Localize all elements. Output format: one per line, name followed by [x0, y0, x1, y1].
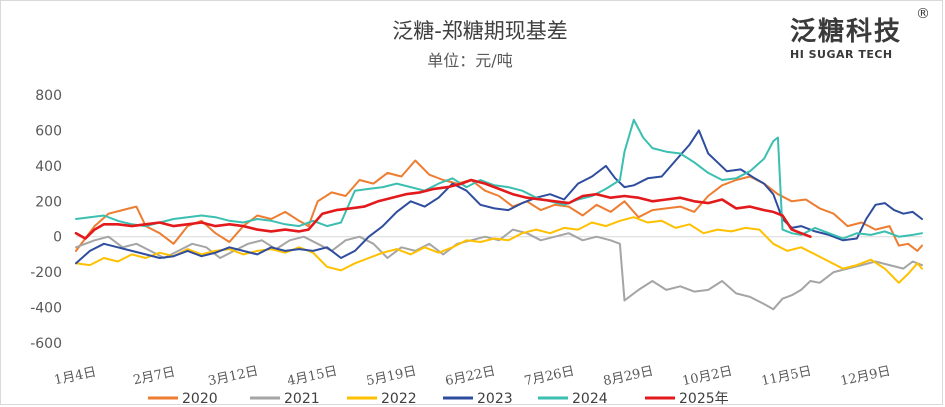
- y-tick-label: -200: [30, 265, 62, 281]
- chart-subtitle: 单位：元/吨: [427, 51, 512, 70]
- x-tick-label: 4月15日: [286, 364, 339, 389]
- legend-label: 2020: [182, 391, 218, 407]
- x-tick-label: 6月22日: [444, 364, 497, 389]
- legend-label: 2023: [477, 391, 513, 407]
- y-tick-label: 0: [53, 230, 62, 246]
- legend-label: 2024: [572, 391, 608, 407]
- legend-label: 2021: [284, 391, 320, 407]
- y-tick-label: 400: [35, 159, 62, 175]
- series-line-2023: [75, 129, 923, 265]
- y-tick-label: -400: [30, 301, 62, 317]
- brand-logo: 泛糖科技 ® HI SUGAR TECH: [790, 6, 930, 61]
- y-tick-label: -600: [30, 336, 62, 352]
- series-line-2024: [75, 118, 923, 240]
- x-axis-labels: 1月4日 2月7日 3月12日 4月15日 5月19日 6月22日 7月26日 8月29日 10…: [53, 364, 892, 389]
- legend-label: 2022: [381, 391, 417, 407]
- x-tick-label: 10月2日: [681, 364, 734, 389]
- legend-label: 2025年: [679, 391, 729, 407]
- series-line-2020: [75, 159, 923, 252]
- logo-cn-text: 泛糖科技: [790, 16, 902, 47]
- x-tick-label: 2月7日: [132, 365, 177, 389]
- y-tick-label: 200: [35, 194, 62, 210]
- y-tick-label: 800: [35, 88, 62, 104]
- x-tick-label: 7月26日: [523, 364, 576, 389]
- x-tick-label: 8月29日: [602, 364, 655, 389]
- series-line-2025年: [74, 178, 812, 240]
- chart-legend: 2020 2021 2022 2023 2024 2025年: [148, 391, 729, 407]
- x-tick-label: 5月19日: [365, 364, 418, 389]
- series-line-2021: [75, 228, 923, 311]
- y-axis-labels: 800 600 400 200 0 -200 -400 -600: [30, 88, 62, 352]
- logo-en-text: HI SUGAR TECH: [790, 48, 893, 61]
- y-tick-label: 600: [35, 123, 62, 139]
- logo-reg-mark: ®: [916, 6, 930, 22]
- x-tick-label: 1月4日: [53, 365, 98, 389]
- series-lines: [74, 118, 923, 311]
- x-tick-label: 3月12日: [207, 364, 260, 389]
- chart-title: 泛糖-郑糖期现基差: [392, 19, 568, 43]
- x-tick-label: 11月5日: [760, 364, 813, 389]
- x-tick-label: 12月9日: [839, 364, 892, 389]
